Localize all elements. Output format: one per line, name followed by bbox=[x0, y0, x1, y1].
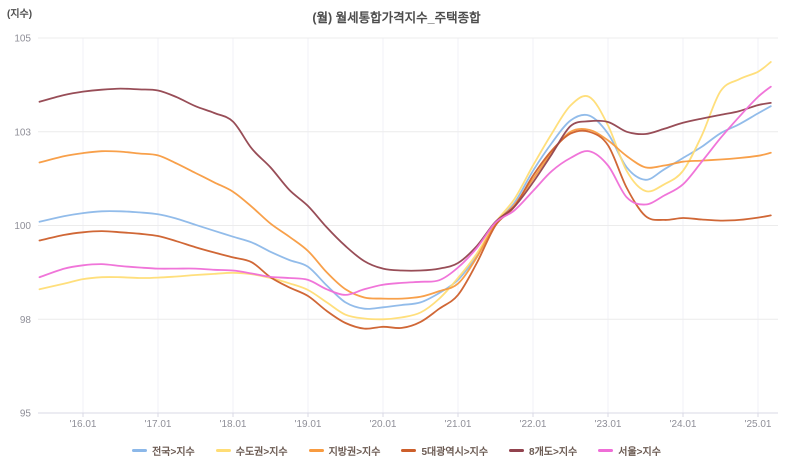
legend-label: 지방권>지수 bbox=[328, 447, 381, 458]
y-tick-label: 100 bbox=[14, 221, 31, 232]
series-line-2 bbox=[38, 127, 772, 300]
legend-item-0[interactable]: 전국>지수 bbox=[132, 443, 195, 458]
legend-label: 수도권>지수 bbox=[235, 447, 288, 458]
legend-label: 5대광역시>지수 bbox=[421, 447, 489, 458]
legend-item-1[interactable]: 수도권>지수 bbox=[215, 443, 288, 458]
legend-item-4[interactable]: 8개도>지수 bbox=[509, 443, 577, 458]
series-line-3 bbox=[38, 129, 772, 330]
y-axis-unit-label: (지수) bbox=[7, 9, 33, 20]
x-tick-label: '23.01 bbox=[595, 419, 622, 430]
legend-label: 서울>지수 bbox=[618, 447, 661, 458]
legend-swatch-icon bbox=[215, 449, 231, 452]
legend-item-5[interactable]: 서울>지수 bbox=[598, 443, 661, 458]
series-line-4 bbox=[38, 87, 772, 272]
y-tick-label: 105 bbox=[14, 34, 31, 45]
series-line-1 bbox=[38, 61, 772, 321]
x-tick-label: '21.01 bbox=[445, 419, 472, 430]
x-tick-label: '17.01 bbox=[145, 419, 172, 430]
legend: 전국>지수 수도권>지수 지방권>지수 5대광역시>지수 8개도>지수 서울>지수 bbox=[0, 443, 793, 458]
x-tick-label: '20.01 bbox=[370, 419, 397, 430]
series-line-5 bbox=[38, 85, 772, 296]
x-tick-label: '19.01 bbox=[295, 419, 322, 430]
legend-swatch-icon bbox=[308, 449, 324, 452]
series-line-0 bbox=[38, 105, 772, 310]
y-tick-label: 103 bbox=[14, 127, 31, 138]
x-tick-label: '22.01 bbox=[520, 419, 547, 430]
legend-label: 8개도>지수 bbox=[529, 447, 578, 458]
legend-item-2[interactable]: 지방권>지수 bbox=[308, 443, 381, 458]
x-tick-label: '24.01 bbox=[670, 419, 697, 430]
y-tick-label: 98 bbox=[20, 315, 32, 326]
x-tick-label: '16.01 bbox=[70, 419, 97, 430]
legend-swatch-icon bbox=[401, 449, 417, 452]
legend-swatch-icon bbox=[509, 449, 525, 452]
y-tick-label: 95 bbox=[20, 409, 32, 420]
legend-label: 전국>지수 bbox=[152, 447, 195, 458]
x-tick-label: '25.01 bbox=[745, 419, 772, 430]
legend-item-3[interactable]: 5대광역시>지수 bbox=[401, 443, 488, 458]
legend-swatch-icon bbox=[132, 449, 148, 452]
legend-swatch-icon bbox=[598, 449, 614, 452]
x-tick-label: '18.01 bbox=[220, 419, 247, 430]
chart-title: (월) 월세통합가격지수_주택종합 bbox=[312, 11, 481, 25]
